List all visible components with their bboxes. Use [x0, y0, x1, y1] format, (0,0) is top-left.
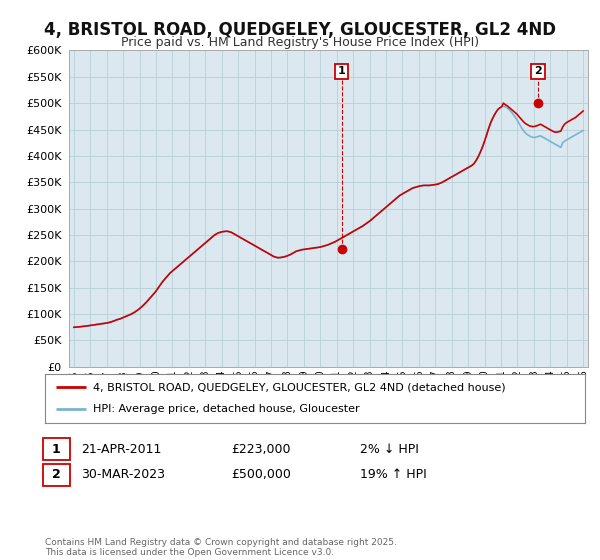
Text: Contains HM Land Registry data © Crown copyright and database right 2025.
This d: Contains HM Land Registry data © Crown c… [45, 538, 397, 557]
Text: 30-MAR-2023: 30-MAR-2023 [81, 468, 165, 482]
Text: 21-APR-2011: 21-APR-2011 [81, 442, 161, 456]
Text: HPI: Average price, detached house, Gloucester: HPI: Average price, detached house, Glou… [92, 404, 359, 414]
Text: Price paid vs. HM Land Registry's House Price Index (HPI): Price paid vs. HM Land Registry's House … [121, 36, 479, 49]
Text: 1: 1 [338, 67, 346, 77]
Text: 2: 2 [52, 468, 61, 482]
Text: 2: 2 [534, 67, 542, 77]
Text: £500,000: £500,000 [231, 468, 291, 482]
Text: 4, BRISTOL ROAD, QUEDGELEY, GLOUCESTER, GL2 4ND (detached house): 4, BRISTOL ROAD, QUEDGELEY, GLOUCESTER, … [92, 382, 505, 393]
Text: 4, BRISTOL ROAD, QUEDGELEY, GLOUCESTER, GL2 4ND: 4, BRISTOL ROAD, QUEDGELEY, GLOUCESTER, … [44, 21, 556, 39]
Text: 19% ↑ HPI: 19% ↑ HPI [360, 468, 427, 482]
Text: 1: 1 [52, 442, 61, 456]
Text: £223,000: £223,000 [231, 442, 290, 456]
Text: 2% ↓ HPI: 2% ↓ HPI [360, 442, 419, 456]
